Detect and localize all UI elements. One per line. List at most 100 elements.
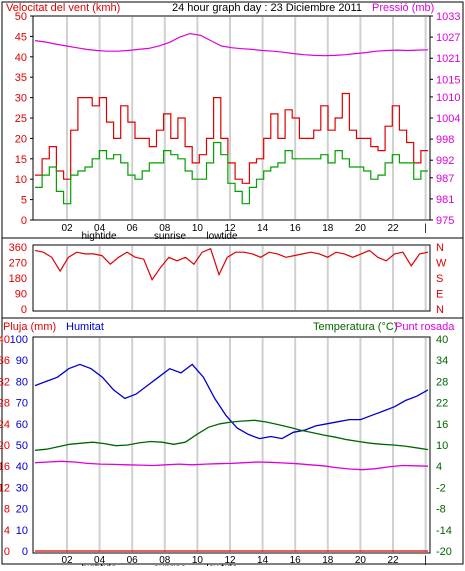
wind-x-tick-label: 20	[355, 223, 367, 234]
humidity-tick-label: 50	[16, 440, 28, 452]
climate-axis-labels: 0 0 -20 4 10 -14 8 20 -8 12 30 -2 16 40 4 20 50 10 24 60 16 2…	[0, 334, 452, 558]
wind-tick-label: 30	[15, 93, 27, 105]
rain-tick-label: 36	[0, 355, 10, 367]
pressure-tick-label: 975	[436, 215, 454, 227]
wind-tick-label: 45	[15, 31, 27, 43]
temperature-tick-label: -8	[436, 504, 446, 516]
pressure-axis-labels: 975 981 987 992 998 1004 1010 1015 1021 1027 1033	[430, 11, 460, 227]
wind-x-tick-label: 22	[387, 223, 399, 234]
pressure-tick-label: 1027	[436, 32, 460, 44]
wind-pressure-series	[34, 32, 429, 205]
wind-x-tick-label: 16	[290, 223, 302, 234]
pressure-tick-label: 1033	[436, 11, 460, 23]
wind-tick-label: 20	[15, 133, 27, 145]
wind-x-tick-label: 08	[159, 223, 171, 234]
climate-x-tick-label: 12	[224, 555, 236, 566]
temperature-tick-label: 28	[436, 376, 448, 388]
temperature-tick-label: 22	[436, 398, 448, 410]
direction-tick-label: 270	[9, 258, 27, 270]
direction-series	[34, 247, 429, 281]
temperature-tick-label: -2	[436, 482, 446, 494]
top-panel: Velocitat del vent (kmh) 24 hour graph d…	[6, 2, 460, 242]
wind-speed-label: Velocitat del vent (kmh)	[6, 2, 120, 14]
wind-x-tick-label: 12	[224, 223, 236, 234]
rain-tick-label: 8	[4, 504, 10, 516]
direction-panel: 360 N 270 W 180 S 90 E 0 N	[1, 237, 464, 319]
wind-tick-label: 10	[15, 174, 27, 186]
wind-tick-label: 50	[15, 11, 27, 23]
rain-tick-label: 16	[0, 461, 10, 473]
temperature-tick-label: 4	[436, 461, 442, 473]
dew-point-label: Punt rosada	[395, 321, 455, 333]
climate-x-tick-label: 02	[61, 555, 73, 566]
direction-tick-label: 90	[15, 289, 27, 301]
wind-x-tick-label: 06	[127, 223, 139, 234]
humidity-tick-label: 70	[16, 398, 28, 410]
temperature-tick-label: 34	[436, 355, 448, 367]
direction-axis-labels: 360 N 270 W 180 S 90 E 0 N	[9, 242, 447, 316]
humidity-tick-label: 20	[16, 504, 28, 516]
wind-x-axis: 02 04 06 08 10 12 14 16 18 20 22 | hightide sunrise lo…	[61, 223, 426, 242]
graph-title: 24 hour graph day : 23 Diciembre 2011	[172, 2, 362, 14]
climate-x-tick-label: 06	[127, 555, 139, 566]
wind-x-tick-label: 14	[257, 223, 269, 234]
humidity-tick-label: 80	[16, 376, 28, 388]
humidity-tick-label: 40	[16, 461, 28, 473]
wind-tick-label: 25	[15, 113, 27, 125]
humidity-tick-label: 60	[16, 419, 28, 431]
temperature-line	[34, 419, 429, 451]
lowtide-label: lowtide	[206, 231, 238, 242]
rain-tick-label: 40	[0, 334, 10, 346]
climate-x-tick-label: 14	[257, 555, 269, 566]
temperature-tick-label: 40	[436, 334, 448, 346]
humidity-tick-label: 10	[16, 525, 28, 537]
compass-label: N	[436, 304, 444, 316]
pressure-tick-label: 992	[436, 155, 454, 167]
pressure-tick-label: 1021	[436, 53, 460, 65]
pressure-tick-label: 981	[436, 194, 454, 206]
compass-label: W	[436, 258, 447, 270]
rain-tick-label: 32	[0, 376, 10, 388]
wind-gust-line	[35, 92, 428, 184]
direction-tick-label: 180	[9, 273, 27, 285]
compass-label: N	[436, 242, 444, 254]
climate-x-tick-label: 08	[159, 555, 171, 566]
temperature-label: Temperatura (°C)	[313, 321, 397, 333]
climate-x-tick-label: |	[424, 555, 427, 566]
rain-label: Pluja (mm)	[3, 321, 56, 333]
temperature-tick-label: -14	[436, 525, 452, 537]
climate-x-tick-label: 18	[322, 555, 334, 566]
humidity-tick-label: 0	[22, 546, 28, 558]
direction-grid	[66, 246, 427, 310]
pressure-tick-label: 1004	[436, 113, 460, 125]
climate-x-tick-label: 20	[355, 555, 367, 566]
climate-x-tick-label: 10	[192, 555, 204, 566]
wind-tick-label: 0	[21, 215, 27, 227]
wind-x-tick-label: 10	[192, 223, 204, 234]
wind-x-tick-label: 18	[322, 223, 334, 234]
humidity-tick-label: 90	[16, 355, 28, 367]
compass-label: S	[436, 273, 443, 285]
pressure-line	[34, 32, 429, 57]
rain-tick-label: 0	[4, 546, 10, 558]
wind-direction-line	[34, 247, 429, 281]
lower-frame	[1, 317, 464, 565]
pressure-tick-label: 1015	[436, 74, 460, 86]
climate-x-tick-label: 16	[290, 555, 302, 566]
climate-x-tick-label: 04	[94, 555, 106, 566]
wind-tick-label: 5	[21, 195, 27, 207]
compass-label: E	[436, 289, 443, 301]
wind-x-tick-label: 02	[61, 223, 73, 234]
wind-tick-label: 40	[15, 52, 27, 64]
rain-tick-label: 20	[0, 440, 10, 452]
wind-average-line	[35, 141, 428, 205]
wind-grid	[66, 17, 427, 219]
rain-tick-label: 28	[0, 398, 10, 410]
humidity-label: Humitat	[66, 321, 104, 333]
hightide-label: hightide	[81, 231, 116, 242]
lower-panel: Pluja (mm) Humitat Temperatura (°C) Punt…	[0, 317, 464, 571]
wind-x-tick-label: |	[424, 223, 427, 234]
wind-tick-label: 15	[15, 154, 27, 166]
